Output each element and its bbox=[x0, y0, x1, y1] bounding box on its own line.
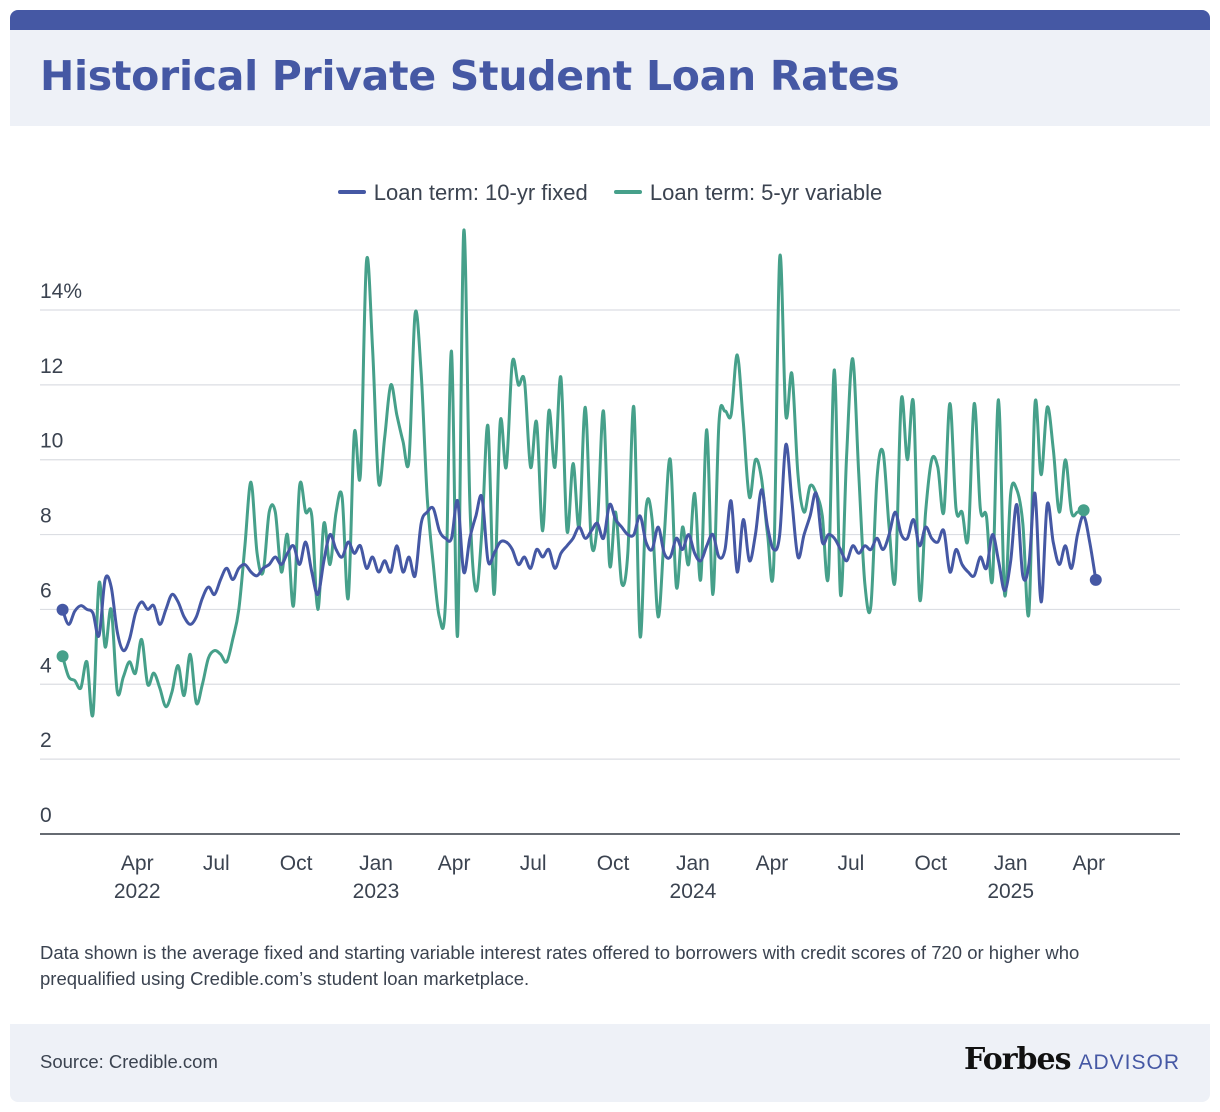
x-tick-label: Jan bbox=[676, 852, 710, 875]
page-title: Historical Private Student Loan Rates bbox=[40, 52, 900, 100]
x-tick-label: Apr bbox=[121, 852, 154, 875]
x-tick-label: Jan bbox=[359, 852, 393, 875]
x-tick-label: Jan bbox=[994, 852, 1028, 875]
series-lines bbox=[61, 228, 1098, 718]
x-tick-label: Jul bbox=[520, 852, 547, 875]
series-line-fixed[interactable] bbox=[61, 443, 1098, 653]
legend-swatch-fixed bbox=[337, 190, 366, 195]
chart-legend: Loan term: 10-yr fixed Loan term: 5-yr v… bbox=[10, 180, 1210, 206]
brand-logo: Forbes ADVISOR bbox=[964, 1042, 1180, 1077]
footer: Source: Credible.com Forbes ADVISOR bbox=[10, 1024, 1210, 1102]
y-tick-label: 12 bbox=[40, 355, 63, 378]
series-line-variable[interactable] bbox=[61, 228, 1086, 718]
y-tick-label: 10 bbox=[40, 430, 63, 453]
legend-label-variable: Loan term: 5-yr variable bbox=[649, 180, 883, 205]
x-tick-year-label: 2024 bbox=[670, 880, 717, 903]
x-axis-ticks: Apr 2022 Jul Oct Jan 2023 Apr Jul Oct Jan 2024 Apr J… bbox=[114, 852, 1105, 903]
series-start-marker bbox=[56, 650, 69, 663]
x-tick-year-label: 2025 bbox=[987, 880, 1034, 903]
line-chart: 0 2 4 6 8 10 12 14% Apr 2022 Jul Oct Jan 2023 Apr Jul O… bbox=[40, 228, 1180, 903]
legend-item-variable[interactable]: Loan term: 5-yr variable bbox=[613, 180, 883, 206]
header: Historical Private Student Loan Rates bbox=[10, 30, 1210, 126]
legend-label-fixed: Loan term: 10-yr fixed bbox=[373, 180, 588, 205]
y-tick-label: 6 bbox=[40, 579, 52, 602]
source-text: Source: Credible.com bbox=[40, 1051, 218, 1072]
series-start-marker bbox=[56, 603, 69, 616]
series-end-markers bbox=[56, 504, 1102, 663]
brand-forbes-wordmark: Forbes bbox=[964, 1042, 1071, 1077]
legend-item-fixed[interactable]: Loan term: 10-yr fixed bbox=[337, 180, 588, 206]
x-tick-year-label: 2022 bbox=[114, 880, 161, 903]
grid-lines bbox=[40, 309, 1180, 835]
x-tick-label: Jul bbox=[203, 852, 230, 875]
y-tick-label: 8 bbox=[40, 505, 52, 528]
brand-advisor-wordmark: ADVISOR bbox=[1078, 1051, 1180, 1074]
x-tick-year-label: 2023 bbox=[353, 880, 400, 903]
x-tick-label: Oct bbox=[597, 852, 630, 875]
y-tick-label: 2 bbox=[40, 729, 52, 752]
legend-swatch-variable bbox=[613, 190, 642, 195]
chart-footnote: Data shown is the average fixed and star… bbox=[40, 942, 1080, 989]
x-tick-label: Oct bbox=[280, 852, 313, 875]
x-tick-label: Apr bbox=[756, 852, 789, 875]
x-tick-label: Jul bbox=[838, 852, 865, 875]
y-tick-label: 14% bbox=[40, 280, 82, 303]
x-tick-label: Apr bbox=[438, 852, 471, 875]
series-end-marker bbox=[1089, 573, 1102, 586]
series-end-marker bbox=[1077, 504, 1090, 517]
x-tick-label: Oct bbox=[914, 852, 947, 875]
x-tick-label: Apr bbox=[1072, 852, 1105, 875]
y-tick-label: 0 bbox=[40, 804, 52, 827]
y-tick-label: 4 bbox=[40, 654, 52, 677]
y-axis-ticks: 0 2 4 6 8 10 12 14% bbox=[40, 280, 82, 827]
chart-card: Historical Private Student Loan Rates Lo… bbox=[10, 10, 1210, 1102]
header-accent-bar bbox=[10, 10, 1210, 30]
